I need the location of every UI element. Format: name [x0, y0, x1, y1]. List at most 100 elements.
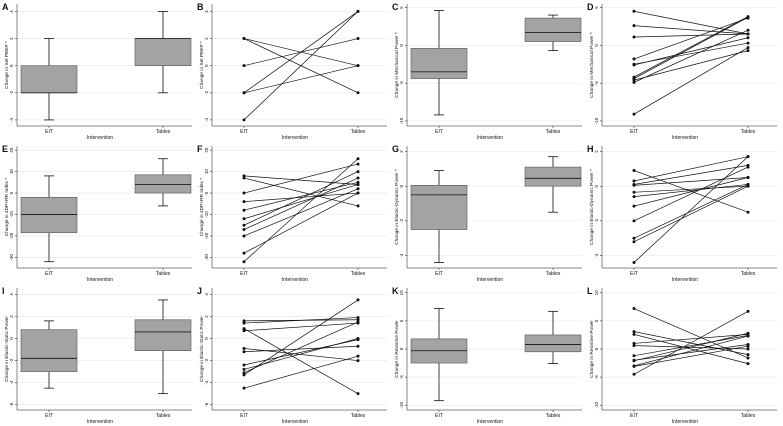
y-tick-label: -4 [204, 380, 209, 384]
y-axis-label: Change in Elastic-Dynamic Power * [589, 169, 595, 245]
y-tick-label: -4 [594, 253, 599, 257]
subject-line [243, 317, 359, 324]
point-eit [242, 208, 246, 212]
point-eit [632, 183, 636, 187]
panel-letter: L [587, 286, 593, 296]
point-tables [356, 298, 360, 302]
point-tables [356, 318, 360, 322]
x-tick-label: EIT [435, 271, 443, 277]
y-axis-label: Change in Mechanical Power * [394, 32, 400, 98]
point-tables [356, 157, 360, 161]
point-eit [632, 330, 636, 334]
box-tables [134, 38, 192, 66]
y-tick-label: -5 [594, 375, 599, 379]
subject-line [633, 334, 749, 344]
x-tick-label: Tables [156, 129, 171, 135]
point-tables [356, 204, 360, 208]
y-tick-label: -5 [399, 375, 404, 379]
y-tick-label: 20 [9, 147, 14, 153]
y-tick-label: 2 [204, 315, 209, 318]
x-axis-label: Intervention [672, 419, 698, 425]
x-axis-label: Intervention [87, 419, 113, 425]
point-eit [632, 195, 636, 199]
y-tick-label: 4 [204, 10, 209, 13]
panel-h: 2 0 -2 -4 EIT Tables Intervention Change in Ela… [587, 144, 777, 283]
y-tick-label: -10 [9, 211, 14, 218]
point-eit [632, 307, 636, 311]
point-eit [632, 63, 636, 67]
x-axis-label: Intervention [87, 135, 113, 141]
x-axis-label: Intervention [282, 135, 308, 141]
y-tick-label: 0 [204, 191, 209, 194]
point-tables [746, 28, 750, 32]
y-axis-label: Change in Elastic-Dynamic Power * [394, 169, 400, 245]
point-eit [632, 80, 636, 84]
point-tables [356, 337, 360, 341]
y-axis-label: Change in Resistive Power [394, 320, 400, 378]
point-eit [242, 373, 246, 377]
panel-c: 5 0 -5 -10 EIT Tables Intervention Change in Me… [392, 2, 582, 141]
x-axis-label: Intervention [87, 277, 113, 283]
point-eit [242, 251, 246, 255]
subject-line [633, 308, 749, 359]
y-tick-label: -5 [399, 81, 404, 85]
panel-letter: E [2, 144, 8, 154]
subject-line [243, 355, 359, 389]
subject-line [633, 17, 749, 60]
point-tables [356, 187, 360, 191]
point-eit [632, 359, 636, 363]
y-tick-label: 10 [9, 169, 14, 175]
subject-line [633, 335, 749, 357]
y-tick-label: 5 [594, 319, 599, 322]
subject-line [243, 11, 359, 94]
point-eit [632, 35, 636, 39]
y-tick-label: -2 [9, 358, 14, 362]
y-tick-label: 10 [594, 290, 599, 296]
point-tables [746, 32, 750, 36]
y-tick-label: 4 [204, 293, 209, 296]
panel-e: 20 10 0 -10 -20 -30 EIT Tables Intervention Chang… [2, 144, 192, 283]
y-tick-label: 0 [9, 64, 14, 67]
point-tables [746, 331, 750, 335]
point-tables [746, 46, 750, 50]
y-axis-label: Change in Elastic-Static Power [199, 316, 205, 382]
y-tick-label: 5 [594, 6, 599, 9]
y-tick-label: 2 [594, 150, 599, 153]
y-tick-label: 10 [399, 290, 404, 296]
x-tick-label: Tables [351, 413, 366, 419]
point-eit [242, 329, 246, 333]
subject-line [243, 345, 359, 353]
subject-line [633, 156, 749, 263]
point-tables [356, 9, 360, 13]
subject-line [243, 158, 359, 262]
y-tick-label: 0 [594, 44, 599, 47]
point-eit [632, 57, 636, 61]
subject-line [633, 184, 749, 197]
panel-letter: K [392, 286, 399, 296]
point-tables [746, 353, 750, 357]
point-eit [632, 364, 636, 368]
point-eit [632, 240, 636, 244]
y-tick-label: -30 [204, 254, 209, 261]
subject-line [243, 11, 359, 121]
point-eit [242, 174, 246, 178]
subject-line [243, 192, 359, 254]
y-tick-label: 0 [9, 337, 14, 340]
point-eit [632, 78, 636, 82]
x-tick-label: Tables [546, 413, 561, 419]
subject-line [243, 175, 359, 185]
point-eit [632, 9, 636, 13]
point-eit [632, 190, 636, 194]
panel-k: 10 5 0 -5 -10 EIT Tables Intervention Change in … [392, 286, 582, 425]
y-axis-label: Change in Elastic-Static Power [4, 316, 10, 382]
subject-line [633, 184, 749, 239]
y-tick-label: -2 [204, 90, 209, 94]
point-tables [746, 41, 750, 45]
point-eit [242, 319, 246, 323]
y-tick-label: -10 [399, 117, 404, 124]
point-eit [242, 386, 246, 390]
box-eit [410, 185, 468, 230]
point-tables [356, 392, 360, 396]
subject-line [633, 345, 749, 367]
box-tables [524, 166, 582, 187]
